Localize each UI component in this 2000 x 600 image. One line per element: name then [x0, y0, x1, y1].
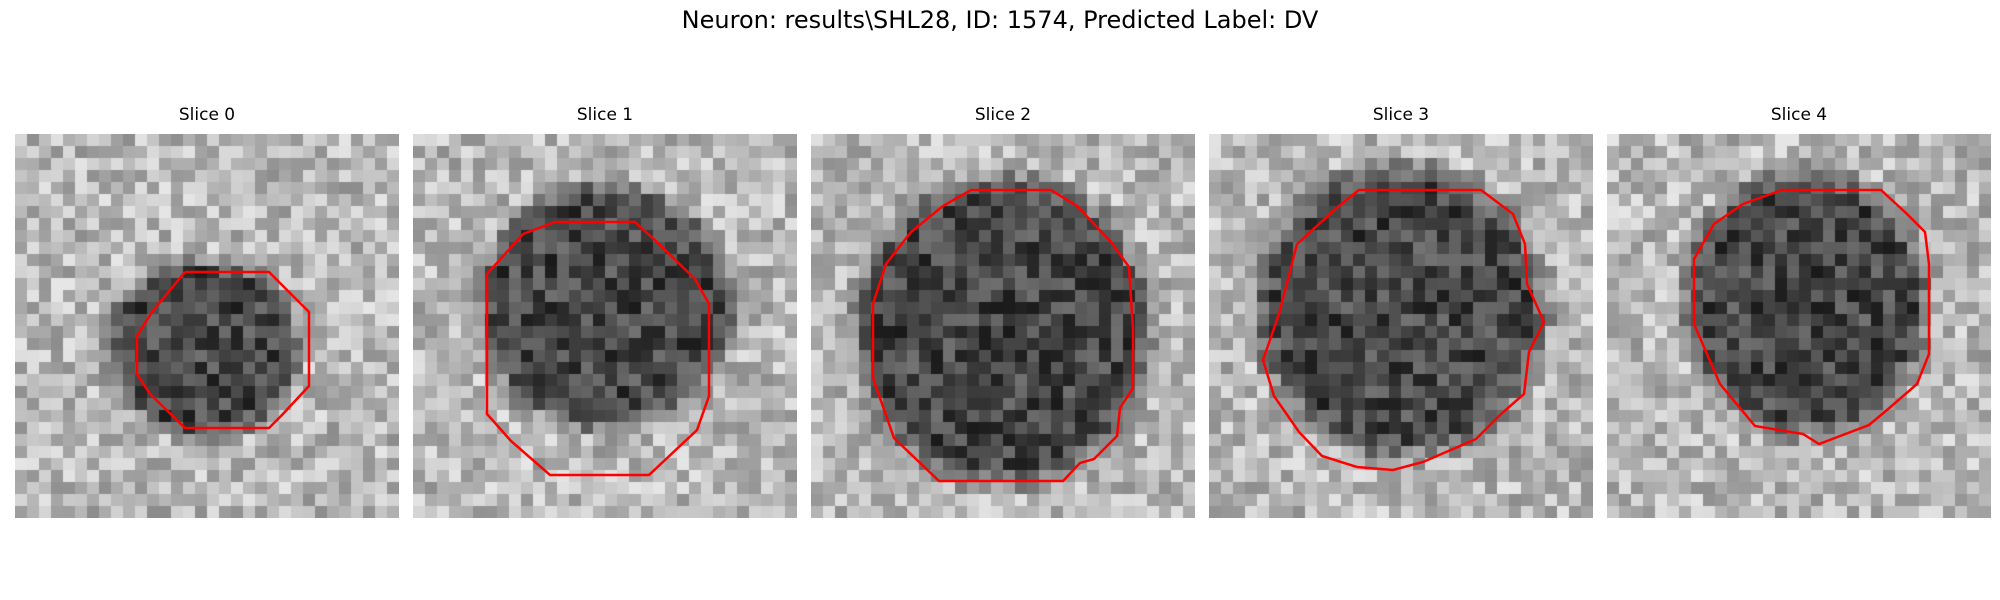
slice-image-1 [413, 134, 797, 518]
roi-contour-4 [1692, 188, 1931, 446]
slice-title-4: Slice 4 [1770, 105, 1828, 125]
slice-image-0 [15, 134, 399, 518]
roi-contour-0 [135, 270, 311, 430]
slice-title-1: Slice 1 [576, 105, 634, 125]
slice-image-4 [1607, 134, 1991, 518]
slice-title-2: Slice 2 [974, 105, 1032, 125]
slice-image-2 [811, 134, 1195, 518]
roi-contour-2 [871, 188, 1135, 483]
slice-image-3 [1209, 134, 1593, 518]
figure-title: Neuron: results\SHL28, ID: 1574, Predict… [681, 6, 1319, 34]
slice-title-0: Slice 0 [178, 105, 236, 125]
slice-title-3: Slice 3 [1372, 105, 1430, 125]
roi-contour-1 [485, 220, 711, 477]
roi-contour-3 [1261, 188, 1546, 472]
